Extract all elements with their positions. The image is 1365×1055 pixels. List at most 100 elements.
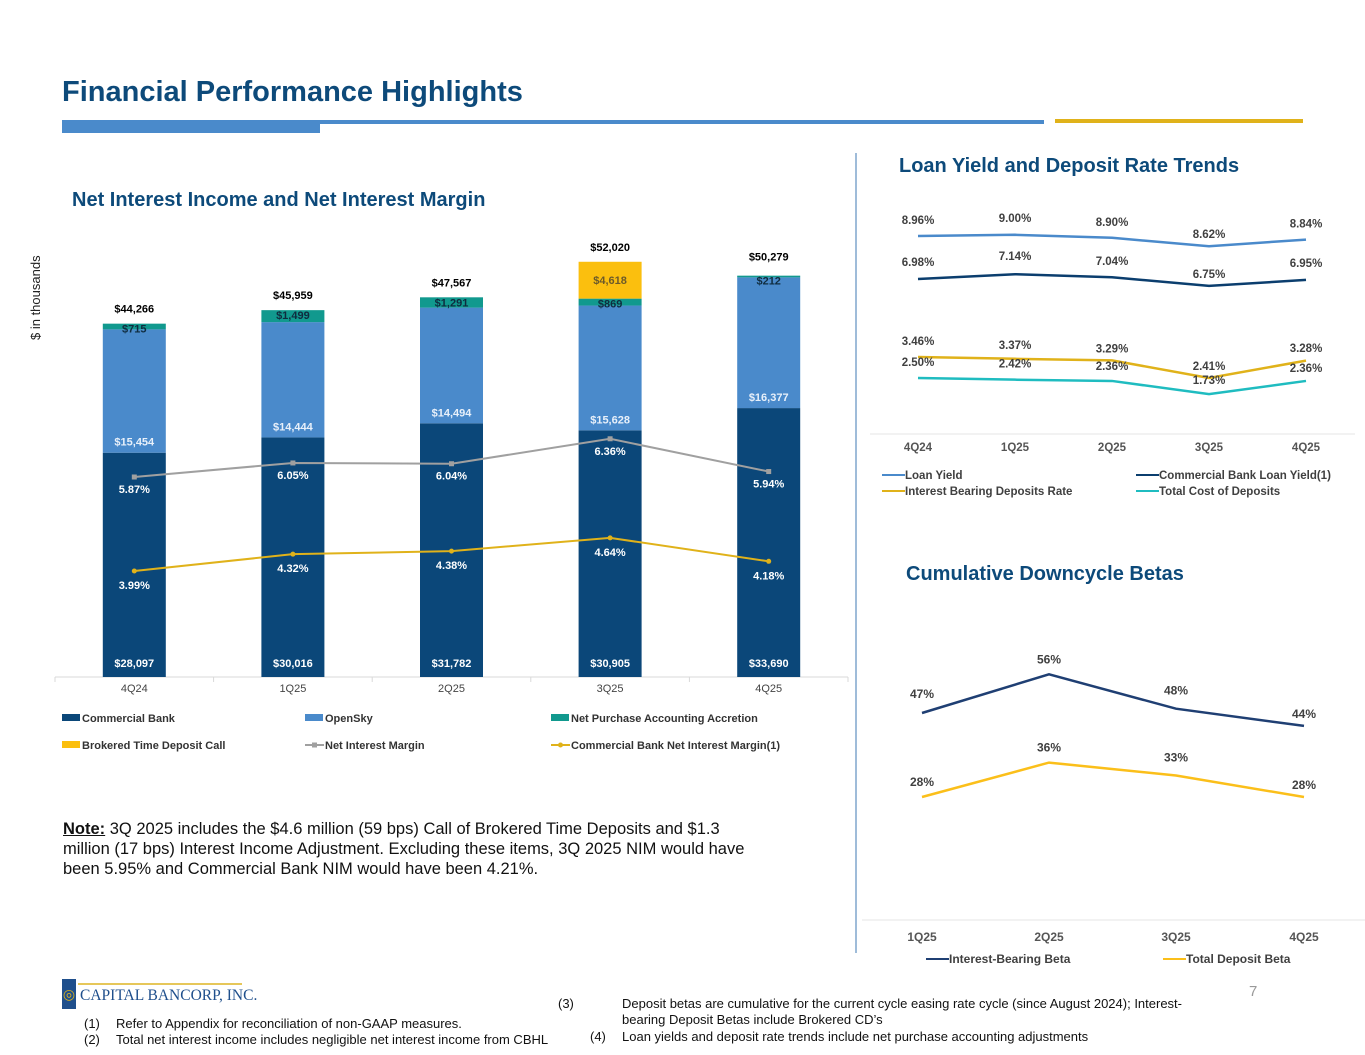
data-label-margin: 3.99% <box>119 580 150 592</box>
data-label-beta: 48% <box>1164 684 1188 698</box>
bar-net-purchase-accounting-accretion <box>261 310 325 323</box>
legend-swatch <box>305 714 323 721</box>
legend-label: Interest Bearing Deposits Rate <box>905 486 1072 498</box>
data-label-brokered: $4,618 <box>593 275 627 287</box>
data-label-rate: 8.96% <box>902 215 935 227</box>
data-label-commercial-bank: $30,905 <box>590 658 630 670</box>
line-total-deposit-beta <box>921 761 1305 799</box>
nim-marker <box>131 474 137 480</box>
bar-opensky <box>737 277 801 409</box>
x-tick-label: 3Q25 <box>597 683 624 695</box>
data-label-rate: 7.04% <box>1096 256 1129 268</box>
legend-label: Interest-Bearing Beta <box>949 952 1071 966</box>
data-label-margin: 4.18% <box>753 570 784 582</box>
legend-label: OpenSky <box>325 713 374 725</box>
data-label-total: $52,020 <box>590 242 630 254</box>
legend-marker <box>558 742 563 748</box>
legend-label: Loan Yield <box>905 470 963 482</box>
data-label-beta: 47% <box>910 687 934 701</box>
data-label-rate: 2.36% <box>1290 363 1323 375</box>
data-label-opensky: $14,444 <box>273 421 314 433</box>
data-label-margin: 4.38% <box>436 560 467 572</box>
nii-chart-title: Net Interest Income and Net Interest Mar… <box>72 189 486 211</box>
bar-commercial-bank <box>737 408 801 677</box>
data-label-rate: 8.62% <box>1193 229 1226 241</box>
line-loan-yield <box>917 233 1307 248</box>
legend-label: Commercial Bank Net Interest Margin(1) <box>571 740 780 752</box>
bar-opensky <box>420 307 483 424</box>
bar-opensky <box>261 322 325 438</box>
data-label-rate: 2.36% <box>1096 361 1129 373</box>
nim-marker <box>449 461 454 467</box>
x-tick-label: 1Q25 <box>279 683 306 695</box>
data-label-beta: 28% <box>1292 778 1316 792</box>
logo-mark-icon: ◎ <box>62 979 76 1009</box>
data-label-beta: 44% <box>1292 707 1316 721</box>
note-text: 3Q 2025 includes the $4.6 million (59 bp… <box>63 820 745 878</box>
footnote-1: (1) Refer to Appendix for reconciliation … <box>84 1016 462 1031</box>
line-commercial-bank-loan-yield-1- <box>917 272 1307 288</box>
nim-marker <box>766 469 772 475</box>
x-tick-label: 4Q25 <box>1289 930 1319 944</box>
data-label-rate: 9.00% <box>999 213 1032 225</box>
x-tick-label: 3Q25 <box>1195 442 1224 454</box>
data-label-beta: 36% <box>1037 741 1061 755</box>
legend-swatch <box>62 741 80 748</box>
data-label-commercial-bank: $31,782 <box>432 658 472 670</box>
cb-nim-marker <box>290 551 296 557</box>
data-label-total: $50,279 <box>749 252 789 264</box>
page-number: 7 <box>1249 983 1258 1000</box>
legend-label: Net Purchase Accounting Accretion <box>571 713 758 725</box>
x-tick-label: 4Q24 <box>121 683 148 695</box>
data-label-opensky: $16,377 <box>749 392 789 404</box>
data-label-opensky: $15,454 <box>114 437 155 449</box>
data-label-margin: 5.94% <box>753 479 784 491</box>
data-label-total: $47,567 <box>432 277 472 289</box>
footnote-2: (2) Total net interest income includes ne… <box>84 1032 549 1047</box>
legend-marker <box>312 742 317 748</box>
x-tick-label: 2Q25 <box>438 683 465 695</box>
data-label-rate: 2.50% <box>902 357 935 369</box>
cb-nim-marker <box>766 558 772 564</box>
data-label-rate: 7.14% <box>999 251 1032 263</box>
data-label-commercial-bank: $28,097 <box>114 658 154 670</box>
data-label-rate: 3.28% <box>1290 343 1323 355</box>
note-label: Note: <box>63 820 106 838</box>
bar-brokered-time-deposit-call <box>578 261 642 299</box>
data-label-accretion: $212 <box>756 276 780 288</box>
data-label-rate: 3.46% <box>902 336 935 348</box>
data-label-beta: 33% <box>1164 751 1188 765</box>
data-label-rate: 8.90% <box>1096 217 1129 229</box>
cb-nim-marker <box>607 535 613 541</box>
data-label-margin: 4.32% <box>277 563 308 575</box>
line-total-cost-of-deposits <box>917 376 1307 396</box>
x-tick-label: 2Q25 <box>1098 442 1127 454</box>
data-label-beta: 56% <box>1037 652 1061 666</box>
header-rule-thin <box>320 120 1044 124</box>
data-label-rate: 3.29% <box>1096 343 1129 355</box>
section-divider <box>855 153 857 953</box>
data-label-rate: 6.75% <box>1193 269 1226 281</box>
loan-yield-chart-title: Loan Yield and Deposit Rate Trends <box>899 155 1240 177</box>
data-label-margin: 6.36% <box>594 446 625 458</box>
legend-label: Commercial Bank Loan Yield(1) <box>1159 470 1331 482</box>
data-label-commercial-bank: $30,016 <box>273 658 313 670</box>
x-tick-label: 2Q25 <box>1034 930 1064 944</box>
data-label-margin: 4.64% <box>594 547 625 559</box>
line-interest-bearing-beta <box>921 672 1305 728</box>
data-label-accretion: $869 <box>598 299 622 311</box>
bar-net-purchase-accounting-accretion <box>102 323 166 330</box>
legend-label: Total Cost of Deposits <box>1159 486 1280 498</box>
data-label-margin: 6.04% <box>436 471 467 483</box>
x-tick-label: 3Q25 <box>1161 930 1191 944</box>
x-tick-label: 1Q25 <box>1001 442 1030 454</box>
company-logo: ◎ CAPITAL BANCORP, INC. <box>62 979 257 1009</box>
data-label-rate: 2.42% <box>999 359 1032 371</box>
bar-net-purchase-accounting-accretion <box>737 275 801 278</box>
data-label-opensky: $14,494 <box>432 407 473 419</box>
legend-label: Total Deposit Beta <box>1186 952 1291 966</box>
header-rule-thick <box>62 120 320 133</box>
footnote-4: (4) Loan yields and deposit rate trends i… <box>590 1029 1089 1044</box>
data-label-rate: 6.98% <box>902 257 935 269</box>
